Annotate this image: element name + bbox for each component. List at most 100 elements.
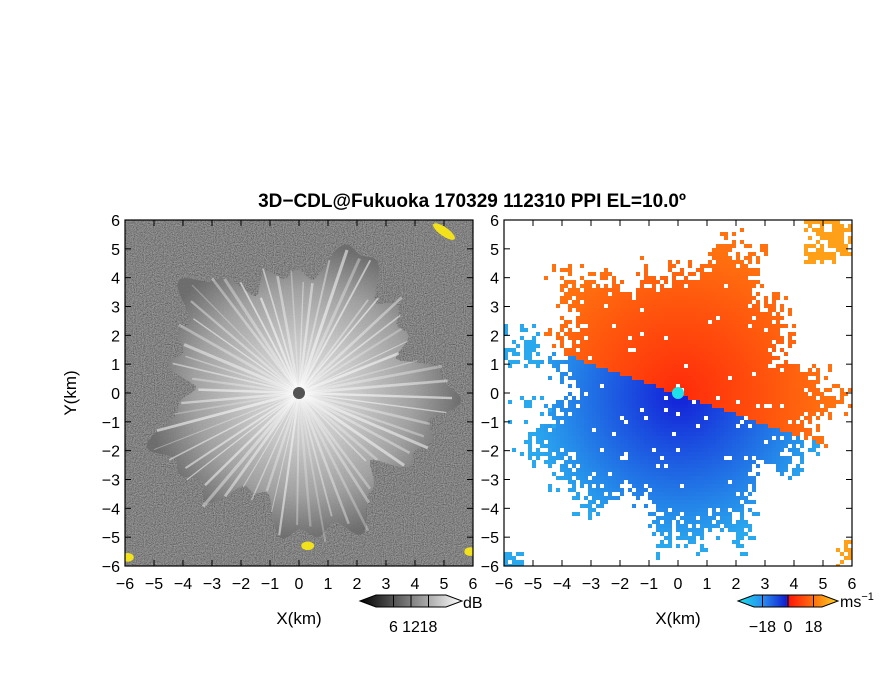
- velocity-cell: [728, 488, 732, 492]
- velocity-cell: [808, 396, 812, 400]
- velocity-cell: [572, 288, 576, 292]
- velocity-cell: [636, 388, 640, 392]
- velocity-cell: [580, 368, 584, 372]
- velocity-cell: [752, 412, 756, 416]
- velocity-cell: [712, 432, 716, 436]
- velocity-cell: [644, 476, 648, 480]
- velocity-cell: [664, 496, 668, 500]
- velocity-cell: [576, 496, 580, 500]
- velocity-cell: [704, 280, 708, 284]
- velocity-cell: [676, 368, 680, 372]
- velocity-cell: [648, 464, 652, 468]
- velocity-cell: [624, 444, 628, 448]
- snr-ray: [239, 281, 300, 394]
- velocity-cell: [676, 544, 680, 548]
- x-tick-label: 5: [819, 576, 828, 593]
- velocity-cell: [756, 344, 760, 348]
- velocity-cell: [788, 376, 792, 380]
- velocity-cell: [604, 420, 608, 424]
- velocity-cell: [536, 440, 540, 444]
- velocity-cell: [700, 284, 704, 288]
- velocity-cell: [600, 444, 604, 448]
- velocity-cell: [656, 432, 660, 436]
- velocity-cell: [796, 388, 800, 392]
- velocity-cell: [644, 456, 648, 460]
- velocity-cell: [612, 480, 616, 484]
- velocity-cell: [712, 336, 716, 340]
- snr-ray: [298, 392, 333, 517]
- velocity-cell: [712, 452, 716, 456]
- velocity-cell: [720, 384, 724, 388]
- velocity-cell: [700, 332, 704, 336]
- velocity-cell: [668, 536, 672, 540]
- velocity-cell: [712, 256, 716, 260]
- velocity-cell: [684, 336, 688, 340]
- velocity-cell: [620, 396, 624, 400]
- velocity-cell: [716, 288, 720, 292]
- velocity-cell: [652, 324, 656, 328]
- velocity-cell: [680, 424, 684, 428]
- velocity-cell: [772, 300, 776, 304]
- velocity-cell: [784, 440, 788, 444]
- velocity-cell: [628, 488, 632, 492]
- velocity-cell: [616, 476, 620, 480]
- velocity-cell: [652, 488, 656, 492]
- velocity-cell: [652, 276, 656, 280]
- velocity-cell: [736, 408, 740, 412]
- velocity-cell: [692, 492, 696, 496]
- velocity-cell: [736, 296, 740, 300]
- velocity-cell: [756, 436, 760, 440]
- velocity-cell: [656, 324, 660, 328]
- y-tick-label: 5: [111, 242, 120, 259]
- velocity-cell: [720, 300, 724, 304]
- velocity-cell: [588, 324, 592, 328]
- velocity-cell: [720, 420, 724, 424]
- velocity-cell: [628, 452, 632, 456]
- velocity-cell: [748, 356, 752, 360]
- velocity-cell: [644, 320, 648, 324]
- velocity-cell: [740, 496, 744, 500]
- velocity-cell: [664, 296, 668, 300]
- velocity-cell: [704, 288, 708, 292]
- velocity-cell: [796, 464, 800, 468]
- velocity-cell: [648, 440, 652, 444]
- velocity-cell: [692, 512, 696, 516]
- velocity-cell: [732, 504, 736, 508]
- velocity-cell: [572, 484, 576, 488]
- velocity-cell: [728, 380, 732, 384]
- velocity-cell: [664, 456, 668, 460]
- velocity-cell: [660, 532, 664, 536]
- velocity-cell: [552, 364, 556, 368]
- velocity-cell: [768, 336, 772, 340]
- velocity-cell: [588, 340, 592, 344]
- velocity-cell: [848, 236, 852, 240]
- velocity-cell: [652, 304, 656, 308]
- velocity-cell: [596, 324, 600, 328]
- velocity-cell: [724, 320, 728, 324]
- velocity-cell: [828, 240, 832, 244]
- velocity-cell: [812, 392, 816, 396]
- velocity-cell: [688, 324, 692, 328]
- velocity-cell: [584, 412, 588, 416]
- velocity-cell: [584, 440, 588, 444]
- velocity-cell: [680, 288, 684, 292]
- velocity-cell: [748, 292, 752, 296]
- velocity-cell: [644, 348, 648, 352]
- velocity-cell: [536, 456, 540, 460]
- velocity-cell: [620, 312, 624, 316]
- velocity-cell: [600, 296, 604, 300]
- velocity-cell: [720, 348, 724, 352]
- snr-ray: [168, 392, 300, 461]
- velocity-cell: [708, 500, 712, 504]
- velocity-cell: [668, 336, 672, 340]
- velocity-cell: [608, 296, 612, 300]
- velocity-cell: [676, 312, 680, 316]
- velocity-cell: [716, 476, 720, 480]
- velocity-cell: [652, 308, 656, 312]
- velocity-cell: [664, 440, 668, 444]
- velocity-cell: [660, 448, 664, 452]
- velocity-cell: [680, 420, 684, 424]
- velocity-cell: [760, 244, 764, 248]
- velocity-cell: [624, 464, 628, 468]
- velocity-cell: [796, 400, 800, 404]
